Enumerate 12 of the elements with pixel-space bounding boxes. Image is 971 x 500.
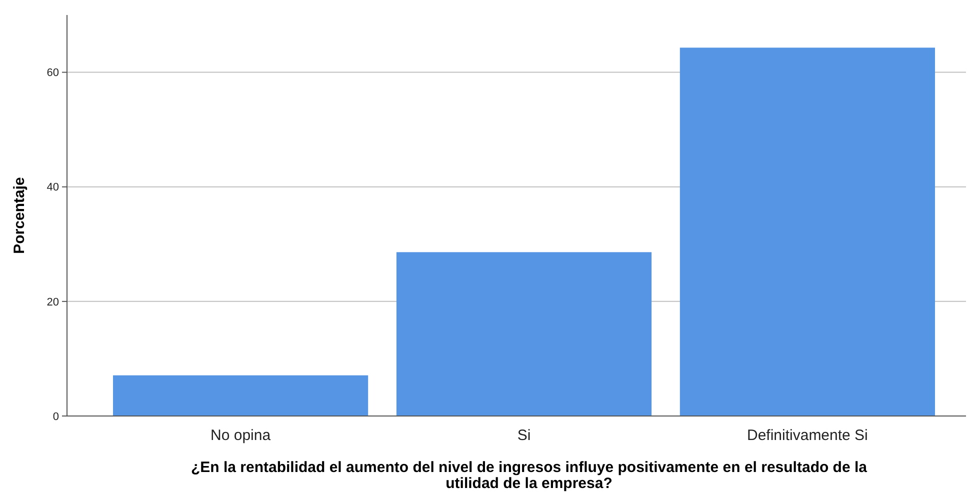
bar	[680, 48, 935, 416]
x-tick-label: Si	[517, 427, 531, 444]
y-tick-label: 40	[46, 182, 59, 194]
x-tick-label: Definitivamente Si	[747, 427, 868, 444]
y-axis-title: Porcentaje	[11, 177, 28, 254]
x-tick-label: No opina	[210, 427, 272, 444]
y-tick-label: 20	[46, 296, 59, 308]
bar	[396, 252, 652, 416]
y-tick-label: 0	[52, 410, 59, 423]
y-tick-label: 60	[46, 67, 59, 80]
bar	[113, 375, 368, 416]
x-axis-title: ¿En la rentabilidad el aumento del nivel de ingresos influye positivamente en el resultado de la utilidad de la empresa?	[190, 459, 868, 492]
